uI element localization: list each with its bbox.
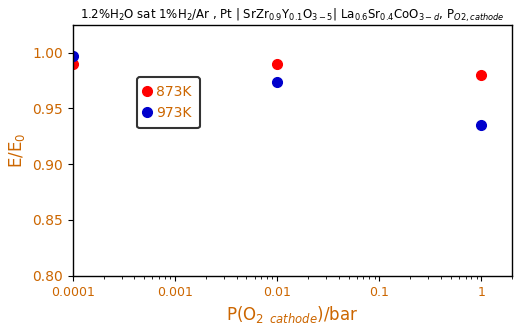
873K [274, 62, 280, 66]
Y-axis label: E/E$_0$: E/E$_0$ [7, 132, 27, 168]
Legend: 873K, 973K: 873K, 973K [137, 77, 200, 128]
Title: 1.2%H$_2$O sat 1%H$_2$/Ar , Pt | SrZr$_{0.9}$Y$_{0.1}$O$_{3-5}$| La$_{0.6}$Sr$_{: 1.2%H$_2$O sat 1%H$_2$/Ar , Pt | SrZr$_{… [80, 7, 505, 24]
Line: 973K: 973K [68, 51, 486, 130]
Line: 873K: 873K [68, 59, 486, 80]
X-axis label: P(O$_{2}$ $_{cathode}$)/bar: P(O$_{2}$ $_{cathode}$)/bar [226, 304, 359, 325]
973K [478, 123, 484, 127]
973K [70, 54, 76, 58]
973K [274, 80, 280, 84]
873K [478, 73, 484, 77]
873K [70, 62, 76, 66]
